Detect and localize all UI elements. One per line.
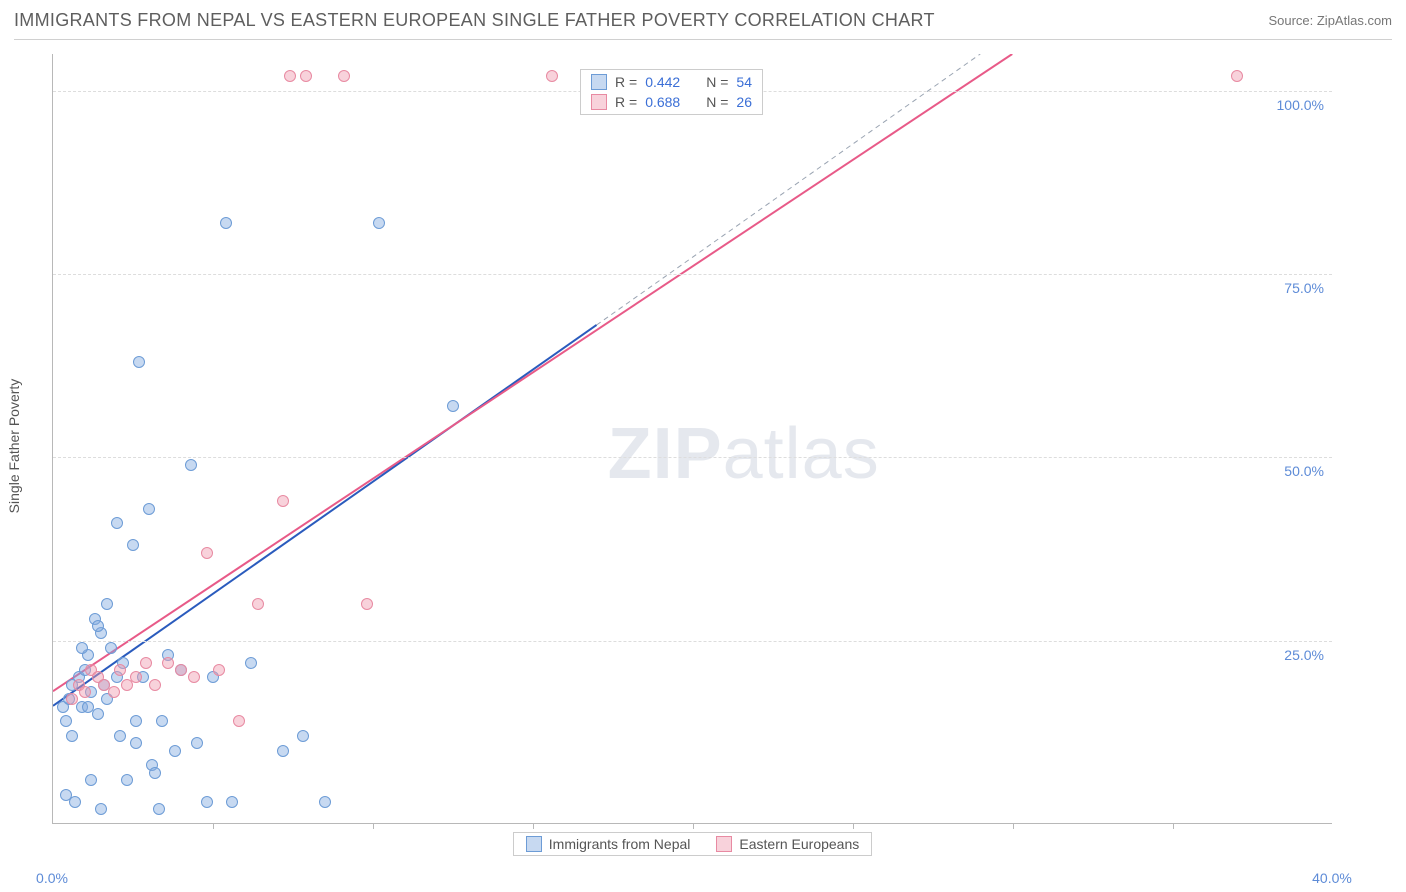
data-point — [252, 598, 264, 610]
data-point — [92, 620, 104, 632]
data-point — [143, 503, 155, 515]
data-point — [114, 730, 126, 742]
data-point — [233, 715, 245, 727]
data-point — [447, 400, 459, 412]
n-label: N = — [706, 94, 728, 110]
data-point — [101, 598, 113, 610]
data-point — [69, 796, 81, 808]
data-point — [95, 803, 107, 815]
chart-title: IMMIGRANTS FROM NEPAL VS EASTERN EUROPEA… — [14, 10, 935, 31]
data-point — [226, 796, 238, 808]
correlation-legend: R = 0.442 N = 54 R = 0.688 N = 26 — [580, 69, 763, 115]
x-tick — [213, 823, 214, 829]
x-tick — [853, 823, 854, 829]
n-label: N = — [706, 74, 728, 90]
chart-svg — [53, 54, 1332, 823]
data-point — [85, 774, 97, 786]
data-point — [361, 598, 373, 610]
data-point — [133, 356, 145, 368]
r-label: R = — [615, 74, 637, 90]
data-point — [130, 715, 142, 727]
data-point — [76, 642, 88, 654]
x-tick — [693, 823, 694, 829]
legend-label: Eastern Europeans — [739, 836, 859, 852]
data-point — [169, 745, 181, 757]
data-point — [338, 70, 350, 82]
plot-area: ZIPatlas 25.0% 50.0% 75.0% 100.0% — [52, 54, 1332, 824]
gridline — [53, 641, 1332, 642]
gridline — [53, 274, 1332, 275]
data-point — [162, 657, 174, 669]
data-point — [245, 657, 257, 669]
chart-source: Source: ZipAtlas.com — [1268, 13, 1392, 28]
data-point — [191, 737, 203, 749]
data-point — [156, 715, 168, 727]
y-axis-label: Single Father Poverty — [6, 379, 22, 514]
data-point — [175, 664, 187, 676]
data-point — [105, 642, 117, 654]
data-point — [201, 796, 213, 808]
chart-header: IMMIGRANTS FROM NEPAL VS EASTERN EUROPEA… — [14, 10, 1392, 40]
legend-swatch — [716, 836, 732, 852]
data-point — [111, 517, 123, 529]
data-point — [373, 217, 385, 229]
data-point — [319, 796, 331, 808]
data-point — [546, 70, 558, 82]
series-legend: Immigrants from Nepal Eastern Europeans — [513, 832, 872, 856]
data-point — [297, 730, 309, 742]
data-point — [60, 715, 72, 727]
legend-row: R = 0.442 N = 54 — [581, 72, 762, 92]
data-point — [1231, 70, 1243, 82]
data-point — [277, 745, 289, 757]
gridline — [53, 457, 1332, 458]
n-value: 26 — [736, 94, 752, 110]
data-point — [213, 664, 225, 676]
data-point — [149, 679, 161, 691]
y-tick-label: 50.0% — [1284, 463, 1324, 479]
data-point — [82, 701, 94, 713]
r-value: 0.442 — [645, 74, 680, 90]
data-point — [79, 686, 91, 698]
data-point — [220, 217, 232, 229]
data-point — [92, 708, 104, 720]
y-tick-label: 75.0% — [1284, 280, 1324, 296]
x-tick-label: 40.0% — [1312, 870, 1352, 886]
data-point — [185, 459, 197, 471]
data-point — [127, 539, 139, 551]
x-tick — [1013, 823, 1014, 829]
legend-swatch — [526, 836, 542, 852]
data-point — [277, 495, 289, 507]
y-tick-label: 25.0% — [1284, 647, 1324, 663]
legend-swatch — [591, 74, 607, 90]
x-tick — [1173, 823, 1174, 829]
legend-label: Immigrants from Nepal — [549, 836, 691, 852]
data-point — [153, 803, 165, 815]
data-point — [108, 686, 120, 698]
data-point — [140, 657, 152, 669]
y-tick-label: 100.0% — [1277, 97, 1324, 113]
legend-item: Eastern Europeans — [716, 836, 859, 852]
data-point — [188, 671, 200, 683]
data-point — [300, 70, 312, 82]
watermark: ZIPatlas — [608, 413, 880, 495]
x-tick-label: 0.0% — [36, 870, 68, 886]
n-value: 54 — [736, 74, 752, 90]
legend-row: R = 0.688 N = 26 — [581, 92, 762, 112]
x-tick — [373, 823, 374, 829]
r-label: R = — [615, 94, 637, 110]
data-point — [130, 671, 142, 683]
legend-item: Immigrants from Nepal — [526, 836, 691, 852]
data-point — [114, 664, 126, 676]
data-point — [149, 767, 161, 779]
data-point — [66, 730, 78, 742]
legend-swatch — [591, 94, 607, 110]
data-point — [66, 693, 78, 705]
data-point — [121, 774, 133, 786]
r-value: 0.688 — [645, 94, 680, 110]
data-point — [130, 737, 142, 749]
x-tick — [533, 823, 534, 829]
data-point — [284, 70, 296, 82]
data-point — [201, 547, 213, 559]
